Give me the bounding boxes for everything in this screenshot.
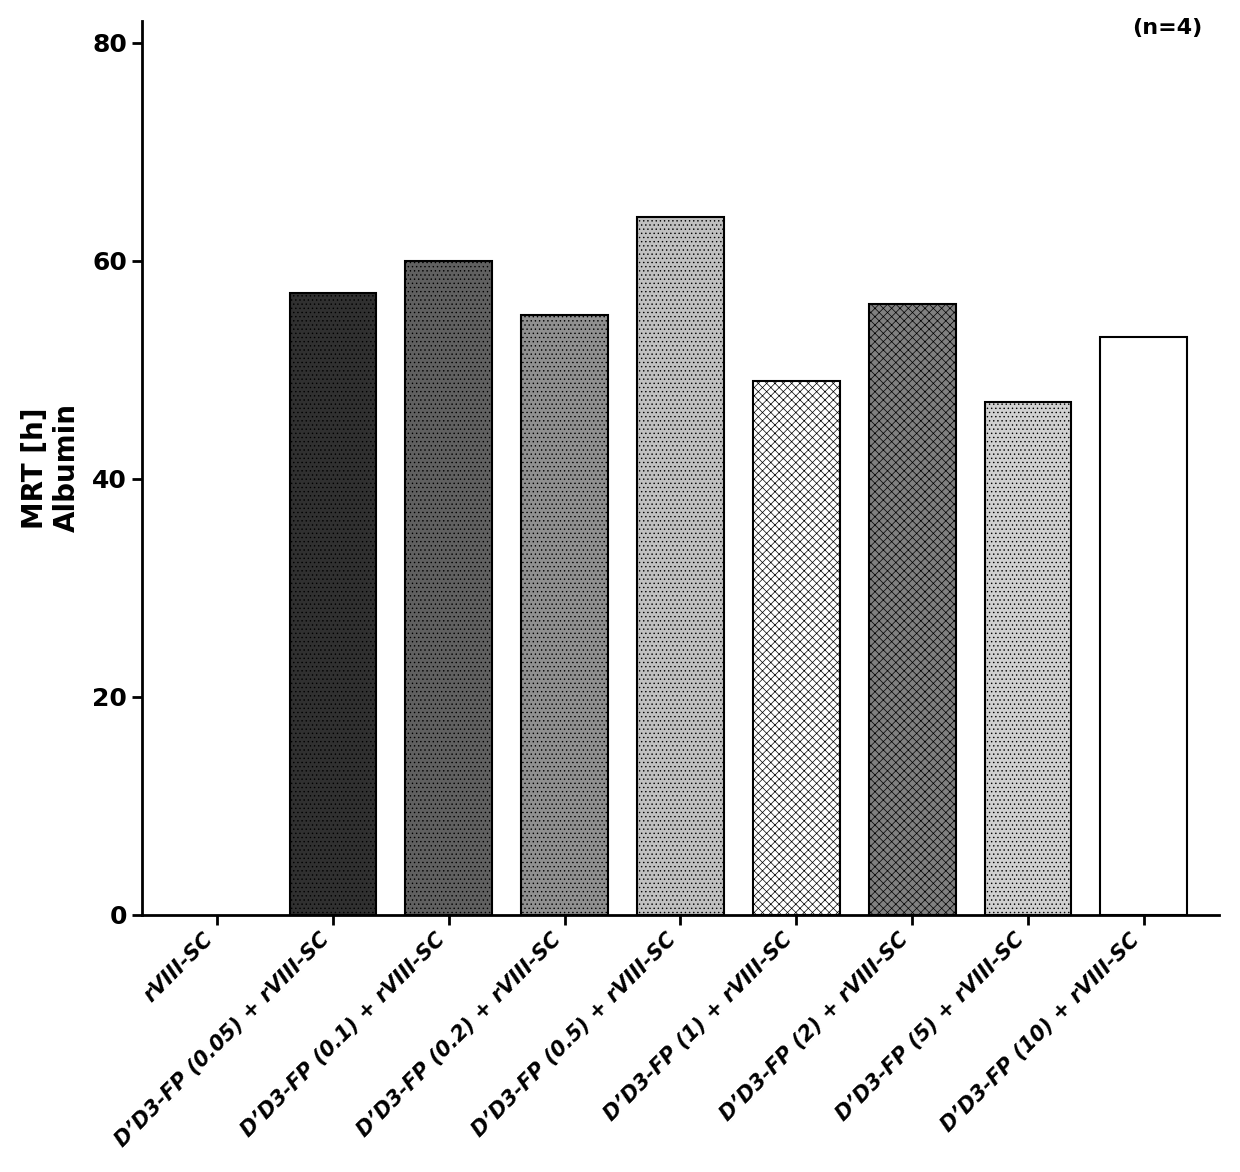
Bar <box>637 217 724 915</box>
Text: (n=4): (n=4) <box>1132 18 1203 38</box>
Bar <box>1100 338 1188 915</box>
Bar <box>869 305 956 915</box>
Y-axis label: MRT [h]
Albumin: MRT [h] Albumin <box>21 403 82 532</box>
Bar <box>753 381 839 915</box>
Bar <box>521 315 608 915</box>
Bar <box>405 260 492 915</box>
Bar <box>985 402 1071 915</box>
Bar <box>289 293 377 915</box>
